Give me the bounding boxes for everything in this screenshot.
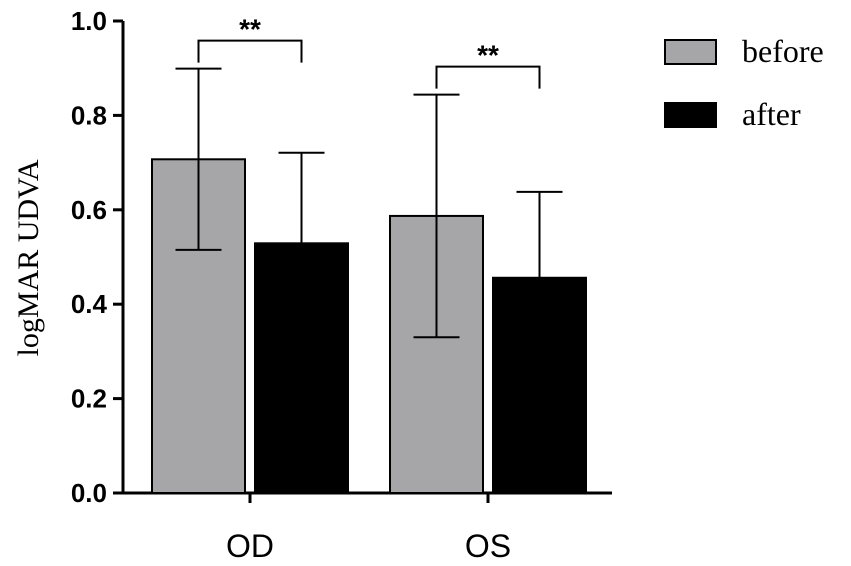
y-tick-label: 0.4 [71,289,108,319]
y-tick-label: 0.6 [71,195,107,225]
x-axis: OD OS [121,491,612,564]
legend-label-after: after [742,96,801,132]
significance-brackets: ** ** [197,14,541,89]
significance-label: ** [239,14,261,45]
y-tick-label: 0.8 [71,100,107,130]
significance-bracket [197,39,303,63]
y-tick-label: 0.2 [71,384,107,414]
legend-swatch-after [664,102,717,128]
x-tick-label: OS [465,528,511,564]
legend-swatch-before [664,39,717,65]
y-tick-label: 1.0 [71,6,107,36]
significance-bracket [435,65,541,89]
bar-before-os [389,214,484,494]
y-tick-label: 0.0 [71,478,107,508]
y-axis: 0.0 0.2 0.4 0.6 0.8 1.0 [71,6,125,508]
legend-label-before: before [742,33,824,69]
error-bars [175,67,563,365]
significance-label: ** [477,40,499,71]
bars [151,158,587,495]
legend: before after [664,33,824,132]
x-tick-label: OD [226,528,274,564]
y-axis-label: logMAR UDVA [12,159,45,356]
